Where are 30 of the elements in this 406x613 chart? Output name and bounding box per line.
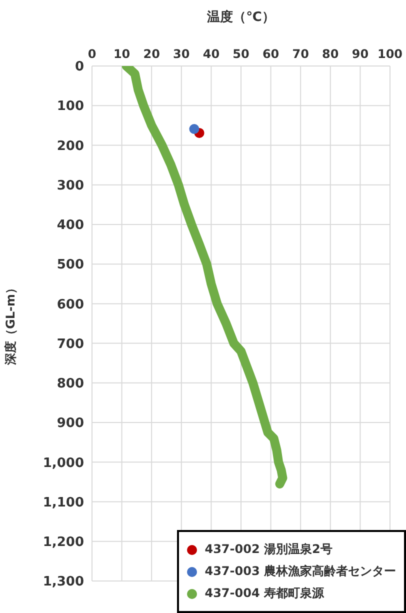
y-tick-label: 900 [56, 416, 84, 432]
x-tick-label: 70 [292, 47, 309, 61]
x-tick-label: 0 [88, 47, 96, 61]
x-axis-title: 温度（℃） [206, 9, 275, 26]
y-tick-label: 0 [74, 60, 84, 75]
legend-label: 437-002 湯別温泉2号 [204, 541, 332, 558]
x-tick-label: 100 [377, 47, 403, 61]
y-tick-label: 800 [56, 376, 84, 392]
x-tick-label: 50 [232, 47, 250, 61]
x-tick-label: 30 [173, 47, 190, 61]
x-tick-label: 60 [262, 47, 280, 61]
y-tick-label: 500 [56, 258, 84, 273]
x-tick-label: 40 [202, 47, 220, 61]
y-tick-label: 200 [56, 138, 84, 154]
legend-label: 437-003 農林漁家高齢者センター [204, 563, 396, 580]
y-tick-label: 600 [56, 297, 84, 312]
x-tick-label: 90 [352, 47, 369, 61]
legend-label: 437-004 寿都町泉源 [204, 585, 324, 602]
y-tick-label: 300 [56, 178, 84, 194]
x-tick-label: 20 [143, 47, 160, 61]
y-tick-label: 1,100 [42, 495, 84, 510]
y-tick-label: 400 [56, 218, 84, 234]
x-tick-label: 80 [322, 47, 339, 61]
y-tick-label: 1,000 [42, 456, 84, 471]
y-tick-label: 700 [56, 336, 84, 352]
x-tick-label: 10 [113, 47, 130, 61]
y-tick-label: 1,200 [42, 535, 84, 550]
y-tick-label: 100 [56, 99, 84, 114]
y-tick-label: 1,300 [42, 574, 84, 590]
y-axis-title: 深度（GL-m） [3, 282, 18, 366]
